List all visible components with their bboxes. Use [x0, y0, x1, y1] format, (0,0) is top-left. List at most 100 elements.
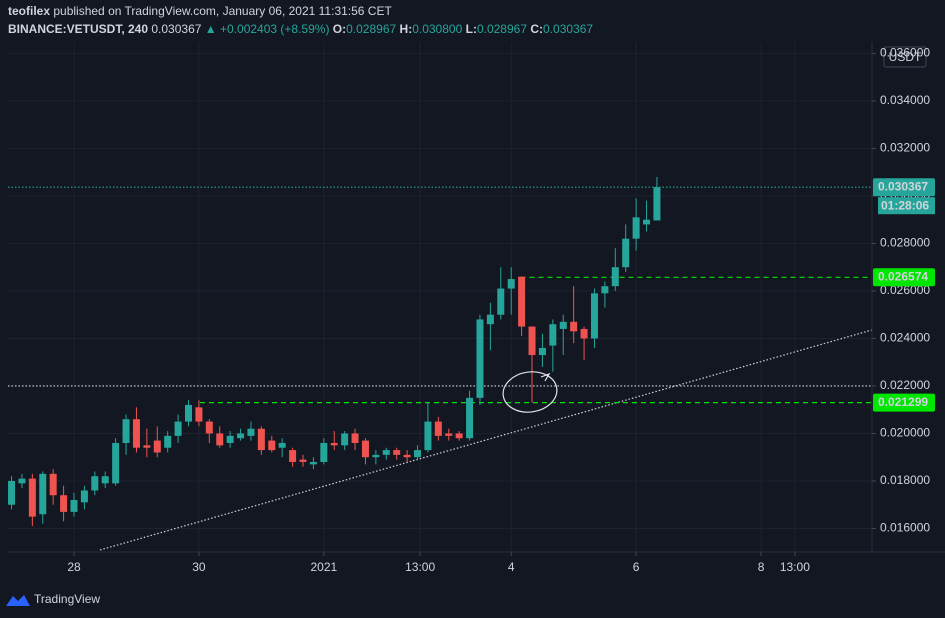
o-label: O: — [333, 22, 346, 36]
candle-body — [257, 428, 265, 451]
open: 0.028967 — [346, 22, 396, 36]
candle-body — [237, 433, 245, 439]
y-tick-label: 0.034000 — [880, 93, 930, 107]
candle-body — [132, 419, 140, 448]
x-tick-label: 30 — [192, 560, 206, 574]
candle-body — [570, 321, 578, 332]
candle-body — [486, 314, 494, 325]
candle-body — [476, 319, 484, 398]
footer-logo — [6, 595, 30, 606]
candle-body — [205, 421, 213, 434]
candle-body — [143, 445, 151, 448]
candle-body — [330, 442, 338, 446]
candle-body — [382, 450, 390, 455]
candle-body — [611, 267, 619, 287]
candle-body — [601, 286, 609, 294]
candle-body — [195, 407, 203, 422]
y-tick-label: 0.036000 — [880, 46, 930, 60]
candle-body — [528, 326, 536, 356]
candle-body — [80, 490, 88, 503]
candle-body — [101, 476, 109, 484]
candle-body — [8, 480, 16, 505]
y-tick-label: 0.016000 — [880, 521, 930, 535]
candle-body — [518, 276, 526, 327]
candle-body — [60, 495, 68, 512]
candle-body — [653, 187, 661, 221]
x-tick-label: 13:00 — [405, 560, 435, 574]
h-label: H: — [400, 22, 413, 36]
y-tick-label: 0.018000 — [880, 473, 930, 487]
candle-body — [590, 293, 598, 339]
candle-body — [299, 459, 307, 462]
change: +0.002403 (+8.59%) — [220, 22, 329, 36]
candle-body — [445, 433, 453, 436]
candle-body — [122, 419, 130, 443]
x-tick-label: 28 — [67, 560, 81, 574]
candle-body — [497, 288, 505, 315]
candle-body — [112, 442, 120, 484]
candle-body — [434, 421, 442, 436]
candle-body — [632, 217, 640, 239]
x-tick-label: 13:00 — [780, 560, 810, 574]
low: 0.028967 — [477, 22, 527, 36]
candle-body — [39, 473, 47, 515]
logo-shape — [6, 595, 30, 606]
high: 0.030800 — [412, 22, 462, 36]
x-tick-label: 4 — [508, 560, 515, 574]
candle-body — [580, 328, 588, 339]
x-tick-label: 8 — [758, 560, 765, 574]
y-tick-label: 0.026000 — [880, 283, 930, 297]
y-tick-label: 0.022000 — [880, 378, 930, 392]
candle-body — [153, 440, 161, 453]
candle-body — [507, 279, 515, 289]
candle-body — [174, 421, 182, 436]
y-tick-label: 0.024000 — [880, 331, 930, 345]
candle-body — [18, 478, 26, 484]
annotation-arrow — [540, 372, 551, 382]
published: published on TradingView.com, January 06… — [53, 4, 392, 18]
annotation-ellipse — [502, 371, 558, 413]
candle-body — [466, 397, 474, 439]
header-line-2: BINANCE:VETUSDT, 240 0.030367 ▲ +0.00240… — [8, 22, 593, 36]
candle-body — [268, 440, 276, 451]
author: teofilex — [8, 4, 50, 18]
candle-body — [622, 238, 630, 268]
candle-body — [278, 442, 286, 448]
candle-body — [403, 454, 411, 458]
candle-body — [49, 473, 57, 496]
price-label-box — [873, 178, 935, 197]
candle-body — [91, 476, 99, 491]
price-label-box — [873, 268, 935, 287]
candle-body — [424, 421, 432, 451]
candle-body — [28, 478, 36, 517]
header-line-1: teofilex published on TradingView.com, J… — [8, 4, 392, 18]
unit-label: USDT — [889, 50, 922, 64]
plot-area — [8, 42, 873, 552]
candle-body — [549, 324, 557, 346]
candle-body — [372, 454, 380, 458]
unit-box — [883, 46, 927, 68]
candle-body — [538, 347, 546, 356]
candle-body — [361, 440, 369, 458]
footer-brand: TradingView — [34, 592, 100, 606]
candle-body — [559, 321, 567, 329]
trendline — [99, 329, 873, 551]
candle-body — [320, 442, 328, 462]
price-label: 0.021299 — [878, 395, 928, 409]
candle-body — [393, 450, 401, 455]
close: 0.030367 — [543, 22, 593, 36]
candle-body — [309, 461, 317, 465]
candle-body — [216, 433, 224, 446]
candle-body — [414, 450, 422, 458]
countdown: 01:28:06 — [881, 198, 929, 212]
price-label: 0.030367 — [878, 179, 928, 193]
symbol: BINANCE:VETUSDT, 240 — [8, 22, 148, 36]
y-tick-label: 0.020000 — [880, 426, 930, 440]
candle-body — [341, 433, 349, 446]
arrow: ▲ — [205, 22, 217, 36]
price-label-box — [873, 393, 935, 412]
countdown-box — [878, 197, 935, 215]
x-tick-label: 2021 — [310, 560, 337, 574]
last: 0.030367 — [151, 22, 201, 36]
